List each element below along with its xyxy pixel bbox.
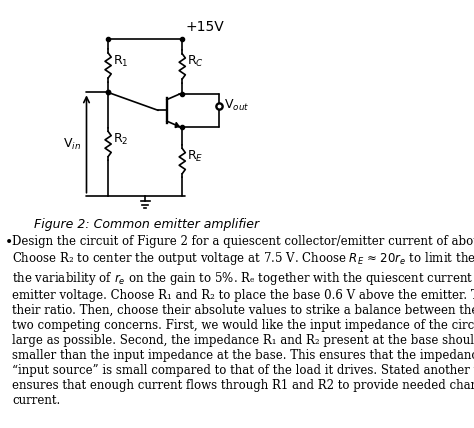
- Text: +15V: +15V: [185, 20, 224, 34]
- Text: V$_{in}$: V$_{in}$: [64, 137, 82, 152]
- Text: V$_{out}$: V$_{out}$: [224, 98, 249, 113]
- Text: R$_2$: R$_2$: [113, 132, 128, 147]
- Text: Figure 2: Common emitter amplifier: Figure 2: Common emitter amplifier: [34, 218, 259, 231]
- Text: Design the circuit of Figure 2 for a quiescent collector/emitter current of abou: Design the circuit of Figure 2 for a qui…: [12, 235, 474, 407]
- Text: R$_E$: R$_E$: [187, 149, 203, 164]
- Text: R$_C$: R$_C$: [187, 54, 204, 69]
- Text: •: •: [5, 235, 13, 249]
- Polygon shape: [175, 122, 179, 128]
- Text: R$_1$: R$_1$: [113, 54, 128, 68]
